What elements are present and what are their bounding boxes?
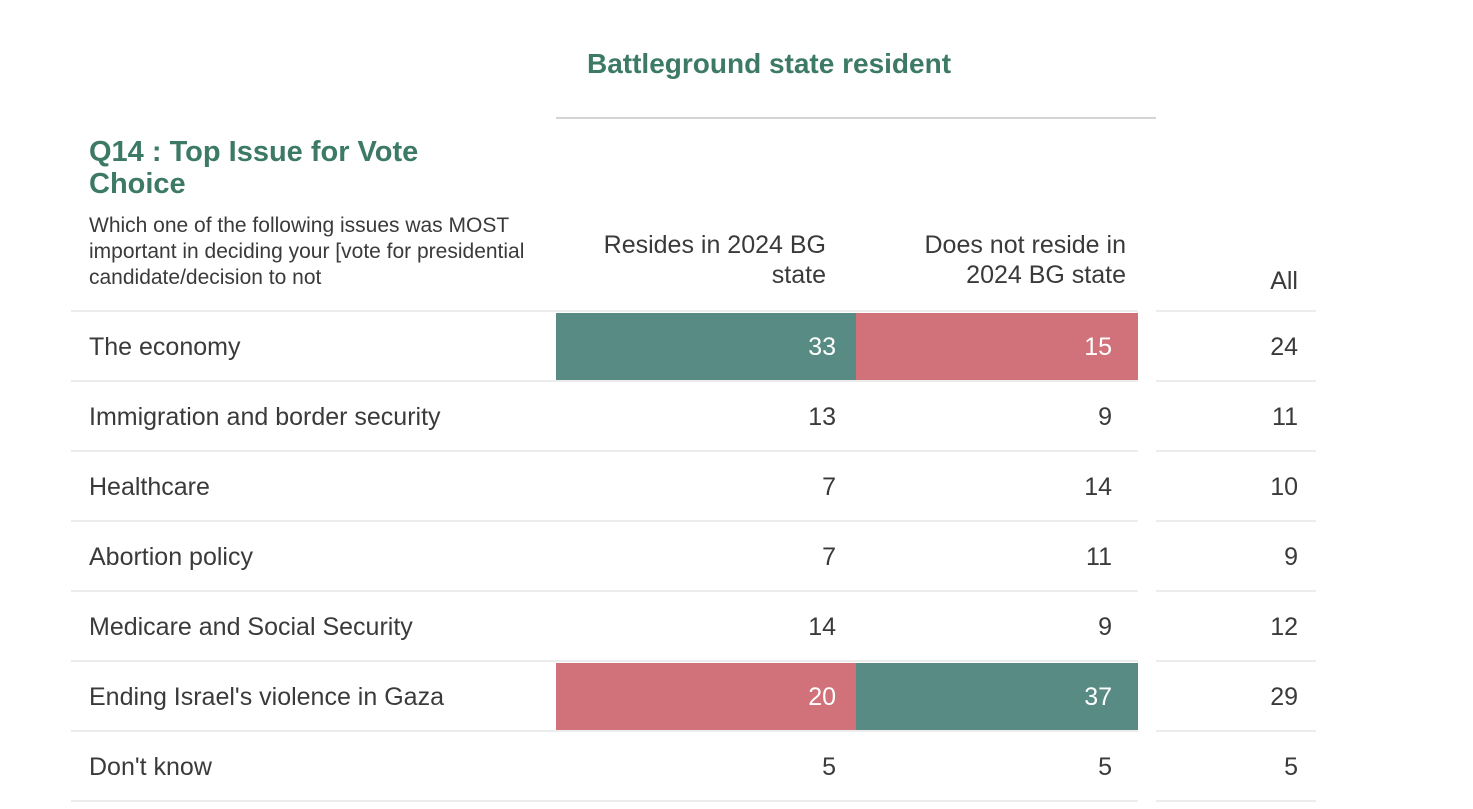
row-divider	[71, 450, 556, 452]
value-cell: 14	[808, 613, 836, 641]
row-divider	[556, 380, 1138, 382]
row-divider	[1156, 590, 1316, 592]
column-header-not-reside: Does not reside in 2024 BG state	[924, 231, 1126, 289]
value-cell: 33	[556, 313, 856, 381]
value-cell: 15	[856, 313, 1138, 381]
value-cell: 7	[822, 473, 836, 501]
value-cell: 11	[1086, 543, 1112, 571]
row-label: The economy	[89, 333, 241, 361]
row-divider	[1156, 730, 1316, 732]
value-cell: 9	[1098, 613, 1112, 641]
row-divider	[71, 660, 556, 662]
question-text: Which one of the following issues was MO…	[89, 214, 525, 289]
value-cell: 9	[1284, 543, 1298, 571]
row-label: Medicare and Social Security	[89, 613, 413, 641]
row-divider	[1156, 660, 1316, 662]
row-divider	[1156, 450, 1316, 452]
row-divider	[71, 730, 556, 732]
value-cell: 14	[1084, 473, 1112, 501]
value-cell: 11	[1272, 403, 1298, 431]
row-label: Immigration and border security	[89, 403, 441, 431]
value-cell: 5	[1284, 753, 1298, 781]
row-label: Healthcare	[89, 473, 210, 501]
column-header-all: All	[1270, 267, 1298, 295]
value-cell: 24	[1270, 333, 1298, 361]
row-divider	[556, 450, 1138, 452]
row-divider	[556, 660, 1138, 662]
value-cell: 9	[1098, 403, 1112, 431]
row-divider	[71, 310, 556, 312]
row-label: Ending Israel's violence in Gaza	[89, 683, 444, 711]
row-divider	[1156, 310, 1316, 312]
row-divider	[71, 590, 556, 592]
row-divider	[556, 310, 1138, 312]
row-divider	[1156, 520, 1316, 522]
group-title: Battleground state resident	[586, 48, 952, 79]
row-label: Abortion policy	[89, 543, 253, 571]
value-cell: 37	[856, 663, 1138, 731]
row-divider	[556, 730, 1138, 732]
row-divider	[556, 800, 1138, 802]
value-cell: 13	[808, 403, 836, 431]
value-cell: 5	[822, 753, 836, 781]
value-cell: 20	[556, 663, 856, 731]
column-header-resides: Resides in 2024 BG state	[603, 231, 826, 289]
value-cell: 7	[822, 543, 836, 571]
row-divider	[1156, 380, 1316, 382]
row-divider	[71, 380, 556, 382]
row-divider	[556, 520, 1138, 522]
row-label: Don't know	[89, 753, 212, 781]
value-cell: 10	[1270, 473, 1298, 501]
value-cell: 12	[1270, 613, 1298, 641]
row-divider	[556, 590, 1138, 592]
row-divider	[71, 520, 556, 522]
group-divider	[556, 117, 1156, 119]
value-cell: 5	[1098, 753, 1112, 781]
row-divider	[1156, 800, 1316, 802]
question-title: Q14 : Top Issue for Vote Choice	[89, 136, 419, 200]
row-divider	[71, 800, 556, 802]
value-cell: 29	[1270, 683, 1298, 711]
